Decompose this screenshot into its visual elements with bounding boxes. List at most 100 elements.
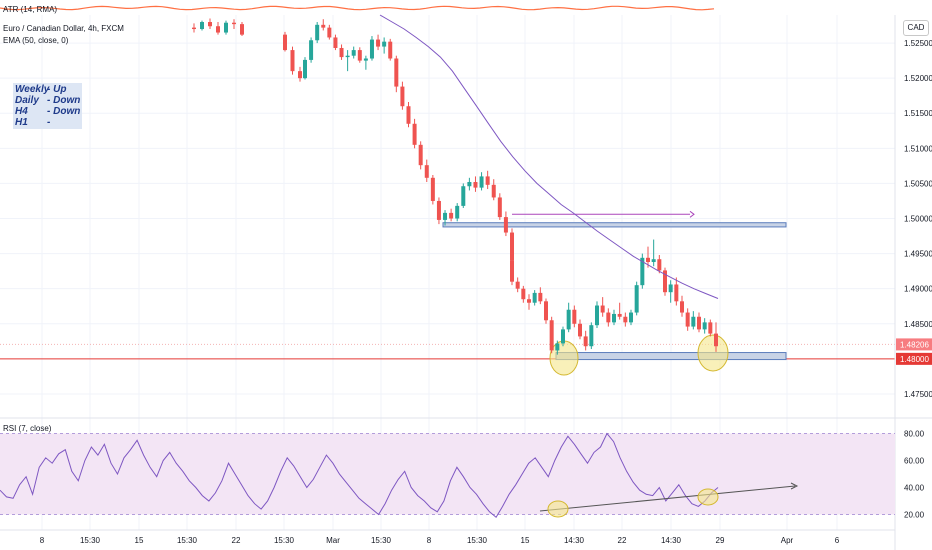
candle-body (510, 260, 514, 282)
candle-body (549, 320, 554, 351)
candle-body (232, 22, 236, 25)
candle-body (657, 259, 662, 271)
candle-body (485, 176, 490, 185)
trend-value: - Up (47, 84, 67, 95)
time-tick-label: 22 (232, 536, 241, 545)
candle-body (634, 285, 639, 313)
candle-body (345, 55, 350, 58)
time-tick-label: Mar (326, 536, 340, 545)
candle-body (702, 322, 707, 330)
time-tick-label: 15 (135, 536, 144, 545)
candle-body (303, 59, 307, 79)
candle-body (479, 176, 484, 188)
candle-body (363, 58, 368, 61)
candle-body (503, 217, 508, 233)
rsi-tick-label: 60.00 (904, 457, 925, 466)
rsi-band (0, 433, 895, 515)
time-tick-label: 15:30 (467, 536, 488, 545)
time-tick-label: 15:30 (371, 536, 392, 545)
rsi-line (0, 432, 719, 518)
candle-body (467, 182, 472, 187)
price-label-bg (896, 352, 932, 365)
candle-body (290, 50, 295, 72)
time-tick-label: 22 (618, 536, 627, 545)
ema-line (379, 14, 719, 299)
rsi-highlight-circle (547, 500, 569, 518)
candle-body (595, 305, 599, 326)
candle-body (589, 325, 594, 347)
candle-body (606, 312, 611, 323)
candle-body (208, 22, 212, 27)
time-tick-label: 14:30 (661, 536, 682, 545)
rsi-label[interactable]: RSI (7, close) (3, 424, 52, 433)
trend-key: Daily (15, 95, 39, 106)
candle-body (430, 177, 435, 201)
candle-body (555, 343, 560, 351)
price-tick-label: 1.48500 (904, 320, 932, 329)
candle-body (200, 22, 204, 30)
atr-label: ATR (14, RMA) (3, 5, 58, 14)
trend-value: - Down (47, 106, 81, 117)
candle-body (406, 106, 411, 124)
candle-body (369, 39, 374, 59)
candle-body (298, 71, 302, 79)
candle-body (708, 322, 713, 334)
candle-body (436, 200, 441, 220)
price-tick-label: 1.50500 (904, 179, 932, 188)
time-tick-label: 8 (427, 536, 432, 545)
candle-body (240, 24, 244, 35)
candle-body (674, 284, 679, 302)
candle-body (321, 24, 326, 28)
candle-body (382, 41, 387, 47)
price-label-bg (896, 338, 932, 351)
candles (192, 18, 718, 355)
ema-label[interactable]: EMA (50, close, 0) (3, 36, 69, 45)
time-tick-label: 15:30 (274, 536, 295, 545)
candle-body (216, 26, 220, 33)
rsi-highlight-circle (697, 488, 719, 506)
candle-body (651, 259, 656, 263)
candle-body (443, 212, 448, 220)
rsi-trendline (539, 485, 796, 512)
candle-body (663, 270, 667, 293)
candle-body (315, 24, 320, 41)
candle-body (339, 47, 344, 58)
candle-body (418, 144, 423, 166)
price-tick-label: 1.52000 (904, 74, 932, 83)
candle-body (578, 323, 582, 337)
candle-body (646, 257, 650, 263)
trend-summary-box: Weekly - Up Daily - Down H4 - Down H1 - (13, 83, 83, 129)
candle-body (527, 299, 531, 303)
candle-body (394, 58, 399, 87)
time-tick-label: Apr (781, 536, 794, 545)
atr-panel (0, 5, 715, 11)
price-label: 1.48000 (900, 355, 929, 364)
symbol-label[interactable]: Euro / Canadian Dollar, 4h, FXCM (3, 24, 124, 33)
ema-50-line (379, 14, 719, 299)
candle-body (617, 313, 622, 317)
price-tick-label: 1.52500 (904, 39, 932, 48)
candle-body (224, 22, 228, 33)
candle-body (424, 165, 429, 178)
candle-body (532, 292, 537, 303)
price-tick-label: 1.51000 (904, 144, 932, 153)
candle-body (357, 50, 362, 61)
atr-line (0, 5, 715, 11)
overlays (0, 210, 895, 376)
candle-body (566, 309, 571, 330)
trend-key: H4 (15, 106, 28, 117)
highlight-circle (697, 334, 729, 372)
currency-badge[interactable]: CAD (903, 20, 929, 36)
candle-body (691, 316, 696, 327)
rsi-trendline-head (790, 482, 799, 490)
candle-body (327, 27, 332, 38)
time-tick-label: 8 (40, 536, 45, 545)
candle-body (192, 27, 196, 30)
trend-value: - (47, 117, 51, 128)
candle-body (668, 284, 673, 293)
candle-body (351, 50, 356, 56)
candle-body (544, 301, 548, 321)
target-arrow-head (689, 210, 695, 218)
candle-body (333, 37, 338, 48)
